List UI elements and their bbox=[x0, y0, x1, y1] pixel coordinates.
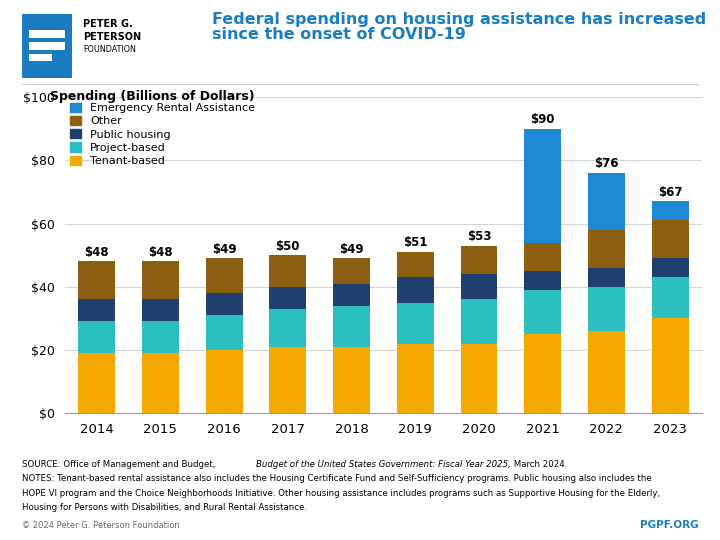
Bar bbox=[652, 319, 688, 413]
Bar bbox=[206, 315, 243, 350]
Bar bbox=[333, 258, 370, 284]
Text: Housing for Persons with Disabilities, and Rural Rental Assistance.: Housing for Persons with Disabilities, a… bbox=[22, 503, 307, 512]
Bar bbox=[397, 302, 433, 343]
Bar bbox=[333, 284, 370, 306]
Bar bbox=[269, 255, 306, 287]
Bar bbox=[652, 277, 688, 319]
FancyBboxPatch shape bbox=[29, 53, 53, 62]
Text: © 2024 Peter G. Peterson Foundation: © 2024 Peter G. Peterson Foundation bbox=[22, 521, 179, 530]
Bar bbox=[78, 321, 115, 353]
Bar bbox=[397, 343, 433, 413]
Text: $50: $50 bbox=[276, 240, 300, 253]
Bar bbox=[588, 173, 625, 230]
Text: NOTES: Tenant-based rental assistance also includes the Housing Certificate Fund: NOTES: Tenant-based rental assistance al… bbox=[22, 474, 652, 483]
Legend: Emergency Rental Assistance, Other, Public housing, Project-based, Tenant-based: Emergency Rental Assistance, Other, Publ… bbox=[71, 103, 256, 166]
Text: $51: $51 bbox=[403, 237, 428, 249]
Text: FOUNDATION: FOUNDATION bbox=[83, 45, 135, 55]
Bar bbox=[206, 258, 243, 293]
Text: since the onset of COVID-19: since the onset of COVID-19 bbox=[212, 27, 467, 42]
Bar bbox=[588, 230, 625, 268]
Text: $53: $53 bbox=[467, 230, 491, 243]
Text: Spending (Billions of Dollars): Spending (Billions of Dollars) bbox=[50, 90, 255, 103]
Bar bbox=[652, 220, 688, 258]
Text: SOURCE: Office of Management and Budget,: SOURCE: Office of Management and Budget, bbox=[22, 460, 217, 469]
Text: PETER G.: PETER G. bbox=[83, 19, 132, 29]
Bar bbox=[397, 277, 433, 302]
Bar bbox=[461, 343, 498, 413]
Bar bbox=[461, 299, 498, 343]
Text: $76: $76 bbox=[594, 158, 618, 171]
Bar bbox=[524, 290, 561, 334]
Text: Budget of the United States Government: Fiscal Year 2025,: Budget of the United States Government: … bbox=[256, 460, 510, 469]
Bar bbox=[524, 334, 561, 413]
Text: Federal spending on housing assistance has increased: Federal spending on housing assistance h… bbox=[212, 12, 706, 27]
Bar bbox=[524, 242, 561, 271]
Bar bbox=[652, 258, 688, 277]
Bar bbox=[142, 261, 179, 299]
Bar bbox=[269, 347, 306, 413]
Bar bbox=[78, 353, 115, 413]
Text: $90: $90 bbox=[531, 113, 555, 126]
Bar bbox=[333, 306, 370, 347]
FancyBboxPatch shape bbox=[22, 14, 72, 78]
Bar bbox=[588, 268, 625, 287]
Bar bbox=[461, 274, 498, 299]
Bar bbox=[206, 293, 243, 315]
Bar bbox=[461, 246, 498, 274]
Text: $48: $48 bbox=[84, 246, 109, 259]
FancyBboxPatch shape bbox=[29, 30, 65, 38]
Bar bbox=[588, 287, 625, 331]
Text: $49: $49 bbox=[212, 243, 236, 256]
FancyBboxPatch shape bbox=[29, 42, 65, 50]
Bar bbox=[333, 347, 370, 413]
Bar bbox=[269, 287, 306, 309]
Bar bbox=[78, 299, 115, 321]
Text: HOPE VI program and the Choice Neighborhoods Initiative. Other housing assistanc: HOPE VI program and the Choice Neighborh… bbox=[22, 489, 660, 498]
Text: $49: $49 bbox=[339, 243, 364, 256]
Text: PGPF.ORG: PGPF.ORG bbox=[640, 520, 698, 530]
Bar bbox=[524, 271, 561, 290]
Bar bbox=[524, 129, 561, 242]
Bar bbox=[142, 353, 179, 413]
Bar bbox=[397, 252, 433, 277]
Bar bbox=[588, 331, 625, 413]
Bar bbox=[269, 309, 306, 347]
Bar bbox=[142, 321, 179, 353]
Bar bbox=[78, 261, 115, 299]
Bar bbox=[142, 299, 179, 321]
Bar bbox=[206, 350, 243, 413]
Text: March 2024.: March 2024. bbox=[511, 460, 567, 469]
Text: $67: $67 bbox=[658, 186, 683, 199]
Bar bbox=[652, 201, 688, 220]
Text: $48: $48 bbox=[148, 246, 173, 259]
Text: PETERSON: PETERSON bbox=[83, 32, 141, 43]
